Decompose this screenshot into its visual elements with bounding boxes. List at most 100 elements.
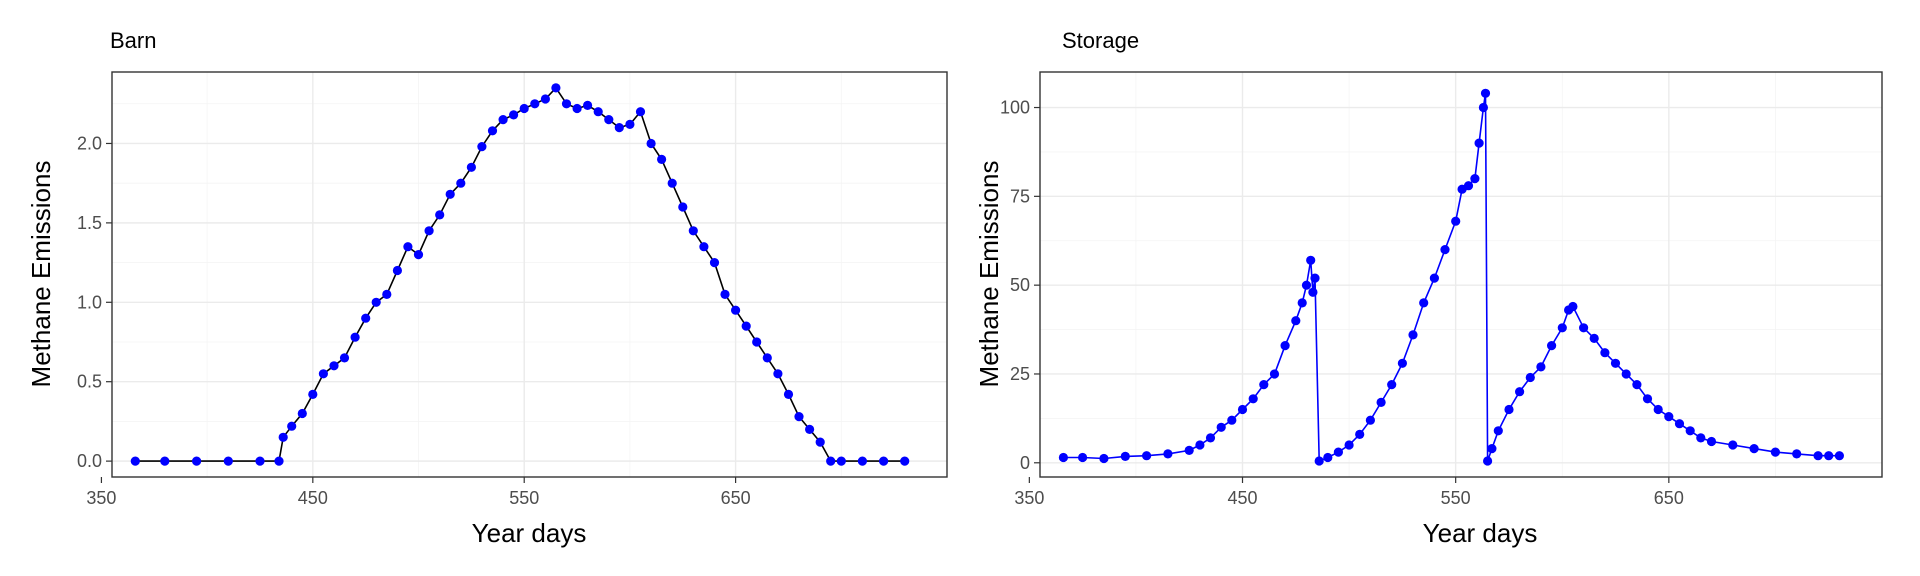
barn-data-point bbox=[403, 242, 413, 252]
storage-data-point bbox=[1536, 362, 1546, 372]
storage-data-point bbox=[1376, 397, 1386, 407]
barn-x-tick-label: 350 bbox=[86, 488, 116, 508]
storage-data-point bbox=[1227, 415, 1237, 425]
storage-data-point bbox=[1470, 174, 1480, 184]
storage-data-point bbox=[1568, 301, 1578, 312]
storage-data-point bbox=[1205, 433, 1216, 443]
barn-data-point bbox=[561, 99, 572, 109]
storage-data-point bbox=[1493, 426, 1503, 436]
barn-data-point bbox=[287, 421, 297, 431]
barn-data-point bbox=[456, 178, 466, 188]
barn-data-point bbox=[519, 103, 529, 114]
storage-data-point bbox=[1308, 287, 1318, 297]
barn-x-axis: 350 450 550 650 bbox=[86, 477, 751, 508]
barn-data-point bbox=[318, 369, 328, 379]
barn-data-point bbox=[879, 456, 889, 466]
barn-data-point bbox=[223, 456, 233, 466]
storage-data-point bbox=[1463, 181, 1474, 191]
barn-data-point bbox=[614, 123, 624, 133]
storage-grid bbox=[1040, 72, 1882, 477]
storage-data-point bbox=[1579, 323, 1589, 333]
barn-y-tick-label: 1.0 bbox=[77, 292, 102, 312]
storage-data-point bbox=[1706, 436, 1717, 447]
storage-data-point bbox=[1504, 404, 1514, 415]
barn-data-point bbox=[487, 126, 498, 136]
barn-data-point bbox=[709, 258, 720, 268]
barn-y-tick-label: 0.5 bbox=[77, 372, 102, 392]
barn-data-point bbox=[857, 456, 868, 466]
storage-data-point bbox=[1632, 380, 1642, 390]
barn-data-point bbox=[794, 412, 804, 422]
storage-data-point bbox=[1397, 358, 1407, 368]
storage-data-point bbox=[1408, 330, 1418, 340]
barn-data-point bbox=[392, 265, 402, 276]
barn-data-point bbox=[583, 100, 593, 110]
barn-y-axis-title: Methane Emissions bbox=[26, 161, 56, 388]
storage-y-tick-label: 0 bbox=[1020, 453, 1030, 473]
barn-data-point bbox=[445, 189, 455, 199]
barn-data-point bbox=[339, 353, 350, 363]
storage-data-point bbox=[1642, 394, 1653, 404]
barn-data-point bbox=[435, 210, 445, 220]
barn-data-point bbox=[678, 202, 688, 212]
storage-data-point bbox=[1387, 380, 1397, 390]
storage-data-point bbox=[1184, 445, 1194, 455]
storage-x-tick-label: 350 bbox=[1014, 488, 1044, 508]
storage-x-axis: 350 450 550 650 bbox=[1014, 477, 1684, 508]
storage-y-tick-label: 50 bbox=[1010, 275, 1030, 295]
barn-y-tick-label: 0.0 bbox=[77, 451, 102, 471]
barn-plot-border bbox=[111, 71, 948, 478]
barn-data-point bbox=[350, 332, 360, 342]
barn-data-point bbox=[699, 242, 709, 252]
storage-data-point bbox=[1824, 451, 1834, 461]
storage-data-point bbox=[1280, 341, 1290, 351]
storage-data-point bbox=[1301, 280, 1312, 290]
storage-y-axis-title: Methane Emissions bbox=[974, 161, 1004, 388]
storage-plot-border bbox=[1039, 71, 1883, 478]
barn-data-point bbox=[361, 313, 371, 323]
storage-data-point bbox=[1674, 419, 1685, 429]
barn-data-point bbox=[255, 456, 265, 466]
storage-y-tick-label: 75 bbox=[1010, 186, 1030, 206]
storage-data-point bbox=[1792, 449, 1802, 459]
storage-data-point bbox=[1749, 444, 1759, 454]
barn-data-point bbox=[625, 119, 635, 129]
barn-data-point bbox=[278, 432, 288, 442]
barn-data-point bbox=[741, 321, 751, 331]
storage-data-point bbox=[1120, 451, 1130, 461]
storage-data-point bbox=[1451, 216, 1461, 226]
storage-data-point bbox=[1685, 426, 1695, 436]
barn-data-point bbox=[329, 361, 339, 371]
barn-data-point bbox=[762, 353, 772, 363]
barn-data-point bbox=[424, 226, 434, 236]
storage-data-point bbox=[1525, 372, 1535, 383]
barn-x-tick-label: 550 bbox=[509, 488, 539, 508]
barn-data-point bbox=[466, 162, 476, 172]
barn-y-axis: 0.0 0.5 1.0 1.5 2.0 bbox=[77, 133, 112, 471]
storage-x-tick-label: 550 bbox=[1441, 488, 1471, 508]
barn-data-point bbox=[646, 138, 656, 149]
barn-data-point bbox=[572, 103, 582, 114]
barn-x-axis-title: Year days bbox=[472, 518, 587, 548]
storage-data-point bbox=[1355, 429, 1365, 439]
storage-data-point bbox=[1478, 102, 1488, 113]
barn-data-point bbox=[773, 369, 783, 379]
barn-data-point bbox=[900, 456, 910, 466]
barn-y-tick-label: 1.5 bbox=[77, 213, 102, 233]
storage-data-point bbox=[1163, 449, 1173, 459]
storage-panel-title: Storage bbox=[1062, 28, 1139, 53]
storage-y-tick-label: 25 bbox=[1010, 364, 1030, 384]
barn-data-point bbox=[477, 142, 487, 152]
barn-data-point bbox=[783, 389, 794, 399]
barn-data-point bbox=[593, 107, 603, 117]
barn-data-point bbox=[130, 456, 140, 466]
barn-plot-background bbox=[112, 72, 947, 477]
barn-data-point bbox=[551, 83, 561, 93]
barn-panel: Barn 350 450 550 650 0.0 0.5 1.0 1.5 2.0 Year d… bbox=[26, 28, 948, 548]
storage-y-tick-label: 100 bbox=[1000, 98, 1030, 118]
barn-x-tick-label: 450 bbox=[298, 488, 328, 508]
storage-data-point bbox=[1314, 456, 1324, 466]
storage-data-point bbox=[1728, 440, 1738, 450]
barn-data-point bbox=[192, 456, 202, 466]
storage-data-point bbox=[1589, 333, 1599, 343]
